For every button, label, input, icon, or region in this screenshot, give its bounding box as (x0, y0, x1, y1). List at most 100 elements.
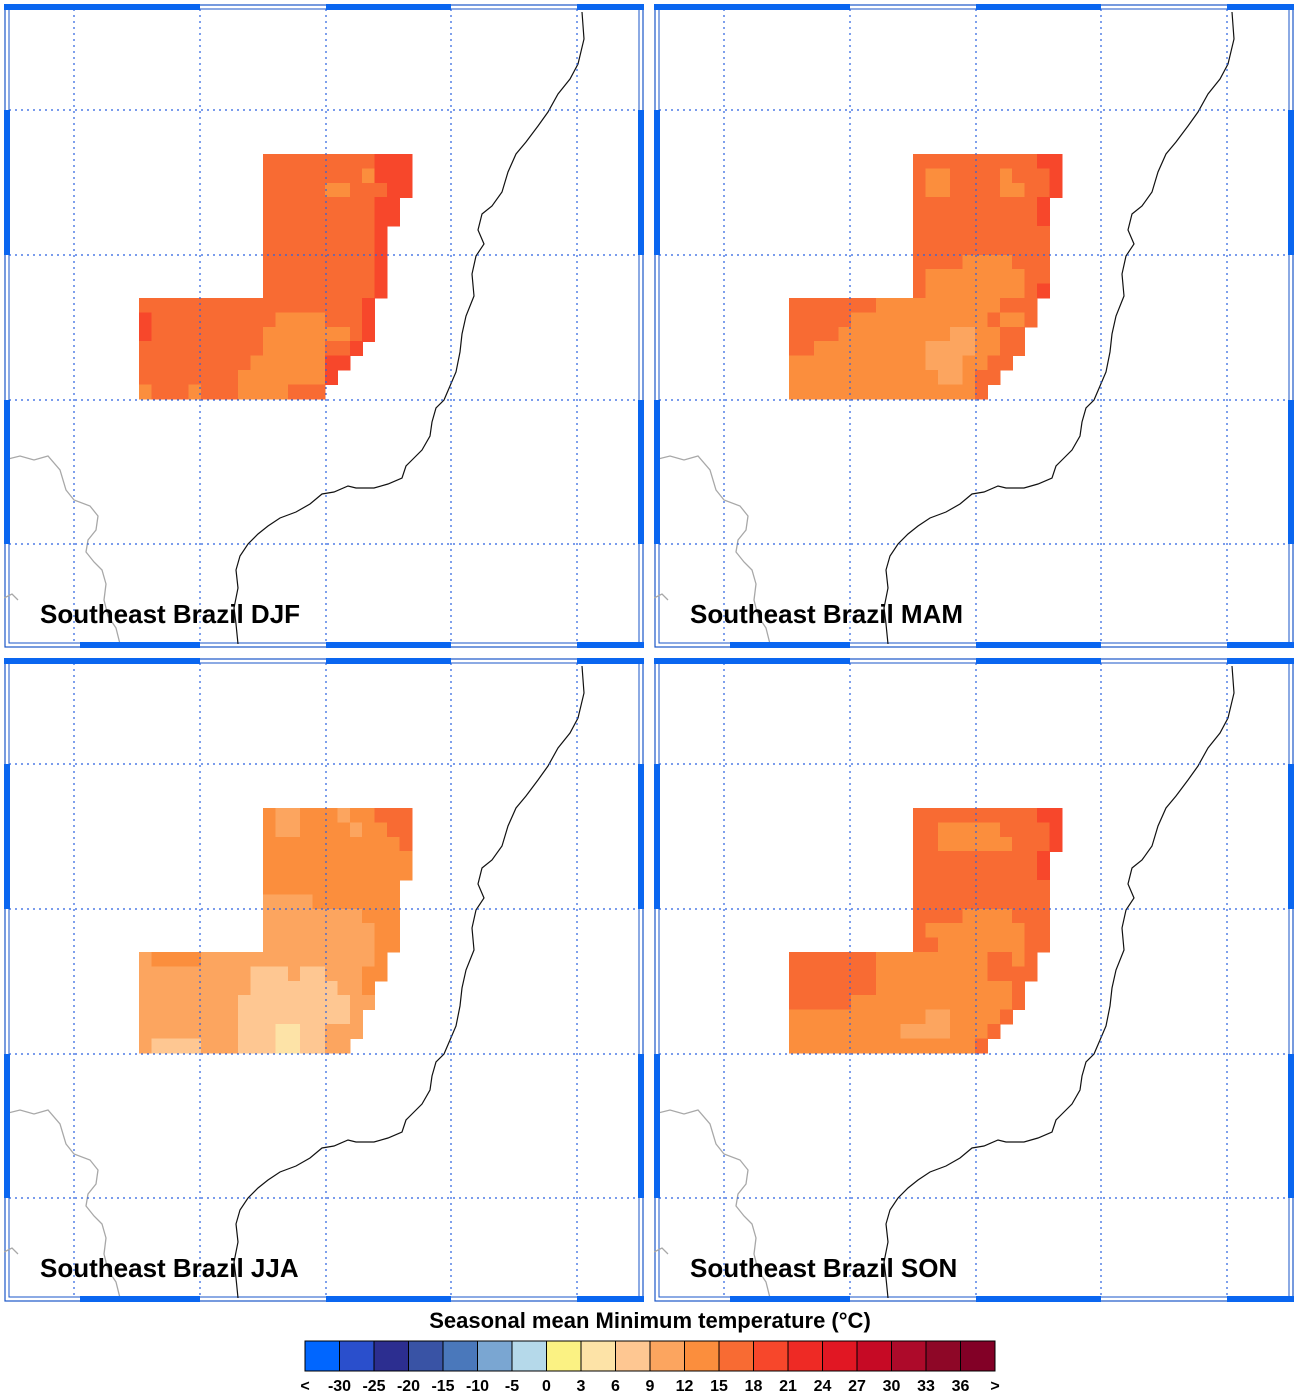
temperature-cell (1012, 283, 1026, 299)
temperature-cell (337, 894, 351, 910)
graticule (9, 663, 639, 1297)
temperature-cell (962, 326, 976, 342)
colorbar-title: Seasonal mean Minimum temperature (°C) (429, 1308, 871, 1333)
temperature-cell (888, 980, 902, 996)
colorbar-swatch (339, 1340, 375, 1372)
temperature-cell (349, 894, 363, 910)
temperature-cell (950, 197, 964, 213)
temperature-cell (1012, 240, 1026, 256)
temperature-cell (1012, 836, 1026, 852)
temperature-cell (325, 952, 338, 967)
temperature-cell (987, 312, 1001, 328)
temperature-cell (875, 1024, 889, 1039)
temperature-cell (312, 851, 326, 867)
temperature-cell (263, 865, 276, 881)
temperature-cell (201, 298, 214, 313)
temperature-cell (213, 980, 227, 996)
temperature-cell (325, 168, 338, 184)
temperature-cell (250, 1009, 264, 1025)
temperature-cell (300, 923, 314, 939)
temperature-cell (999, 168, 1013, 184)
temperature-cell (913, 226, 926, 241)
temperature-cell (263, 822, 276, 838)
temperature-cell (813, 1038, 827, 1054)
temperature-cell (1024, 851, 1038, 867)
colorbar-tick-label: 6 (611, 1378, 620, 1395)
frame-tick (1227, 1296, 1294, 1302)
temperature-cell (188, 966, 202, 982)
temperature-cell (337, 226, 351, 241)
temperature-cell (875, 1009, 889, 1025)
temperature-cell (913, 822, 926, 838)
temperature-cell (838, 1024, 852, 1039)
temperature-cell (287, 226, 301, 241)
temperature-cell (1012, 197, 1026, 213)
temperature-cell (987, 980, 1001, 996)
temperature-cell (1037, 908, 1050, 924)
frame-tick (577, 1296, 644, 1302)
temperature-cell (362, 980, 376, 996)
temperature-cell (975, 168, 988, 184)
temperature-cell (1012, 923, 1026, 939)
temperature-cell (225, 995, 239, 1011)
temperature-cell (325, 1038, 338, 1054)
temperature-cell (312, 894, 326, 910)
temperature-cell (263, 384, 276, 400)
temperature-cell (325, 980, 338, 996)
temperature-cell (163, 384, 177, 400)
temperature-cell (937, 370, 951, 385)
temperature-cell (925, 341, 939, 357)
temperature-cell (325, 254, 338, 270)
temperature-cell (801, 995, 815, 1011)
map-mam (654, 4, 1294, 648)
temperature-cell (213, 995, 227, 1011)
temperature-cell (225, 370, 239, 385)
temperature-cell (962, 370, 976, 385)
temperature-cell (975, 1024, 988, 1039)
temperature-cell (287, 341, 301, 357)
river-border-line (4, 1247, 19, 1255)
frame-tick (730, 1296, 850, 1302)
temperature-cell (851, 980, 864, 996)
temperature-cell (925, 197, 939, 213)
temperature-cell (1012, 980, 1026, 996)
temperature-cell (925, 269, 939, 285)
temperature-cell (300, 312, 314, 328)
temperature-cell (238, 312, 252, 328)
temperature-cell (975, 822, 988, 838)
temperature-cell (999, 341, 1013, 357)
temperature-cell (975, 851, 988, 867)
temperature-cell (1049, 836, 1063, 852)
temperature-cell (950, 312, 964, 328)
temperature-cell (962, 283, 976, 299)
temperature-cell (789, 326, 802, 342)
temperature-cell (813, 1009, 827, 1025)
temperature-cell (349, 168, 363, 184)
temperature-cell (325, 211, 338, 227)
temperature-cell (151, 966, 165, 982)
temperature-cell (975, 326, 988, 342)
temperature-cell (826, 312, 840, 328)
temperature-cell (937, 880, 951, 895)
temperature-cell (263, 269, 276, 285)
colorbar-swatch (822, 1340, 858, 1372)
temperature-cell (300, 240, 314, 256)
frame-ticks (4, 4, 644, 648)
temperature-cell (325, 1009, 338, 1025)
temperature-cell (851, 355, 864, 371)
temperature-cell (139, 995, 152, 1011)
temperature-cell (900, 355, 914, 371)
temperature-cell (250, 1024, 264, 1039)
temperature-cell (188, 1024, 202, 1039)
temperature-cell (789, 341, 802, 357)
temperature-cell (925, 1024, 939, 1039)
colorbar-swatch (546, 1340, 582, 1372)
temperature-cell (312, 995, 326, 1011)
map-inner-frame (8, 662, 640, 1298)
colorbar-tick-label: > (990, 1378, 1000, 1395)
temperature-cell (937, 1038, 951, 1054)
frame-tick (326, 642, 451, 648)
temperature-cell (349, 312, 363, 328)
temperature-cell (300, 822, 314, 838)
temperature-cell (362, 851, 376, 867)
